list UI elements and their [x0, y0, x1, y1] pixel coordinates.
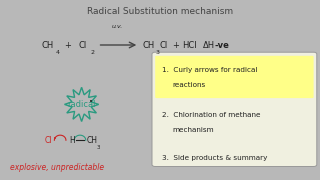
- Text: CH: CH: [42, 40, 54, 50]
- Text: H: H: [69, 136, 75, 145]
- Text: Cl: Cl: [160, 40, 168, 50]
- FancyBboxPatch shape: [152, 52, 317, 166]
- Text: 2: 2: [91, 50, 95, 55]
- Text: 3.  Side products & summary: 3. Side products & summary: [162, 155, 267, 161]
- Text: HCl: HCl: [182, 40, 196, 50]
- Text: -ve: -ve: [214, 40, 229, 50]
- Text: •: •: [53, 136, 57, 142]
- Text: reactions: reactions: [173, 82, 206, 88]
- Text: Cl: Cl: [78, 40, 87, 50]
- Text: u.v.: u.v.: [111, 24, 123, 29]
- Text: Cl: Cl: [45, 136, 52, 145]
- Text: Radical Substitution mechanism: Radical Substitution mechanism: [87, 7, 233, 16]
- Text: 1.  Curly arrows for radical: 1. Curly arrows for radical: [162, 67, 257, 73]
- Text: radical: radical: [67, 100, 96, 109]
- Text: +: +: [172, 40, 179, 50]
- Text: •: •: [90, 99, 93, 105]
- Text: 3: 3: [97, 145, 100, 150]
- Text: 3: 3: [155, 50, 159, 55]
- Text: CH: CH: [142, 40, 155, 50]
- Text: +: +: [64, 40, 71, 50]
- Text: mechanism: mechanism: [173, 127, 214, 133]
- FancyBboxPatch shape: [155, 56, 314, 98]
- Text: 4: 4: [56, 50, 60, 55]
- Text: ΔH: ΔH: [203, 40, 215, 50]
- Text: CH: CH: [86, 136, 97, 145]
- Text: 2.  Chlorination of methane: 2. Chlorination of methane: [162, 112, 260, 118]
- Text: explosive, unpredictable: explosive, unpredictable: [10, 163, 104, 172]
